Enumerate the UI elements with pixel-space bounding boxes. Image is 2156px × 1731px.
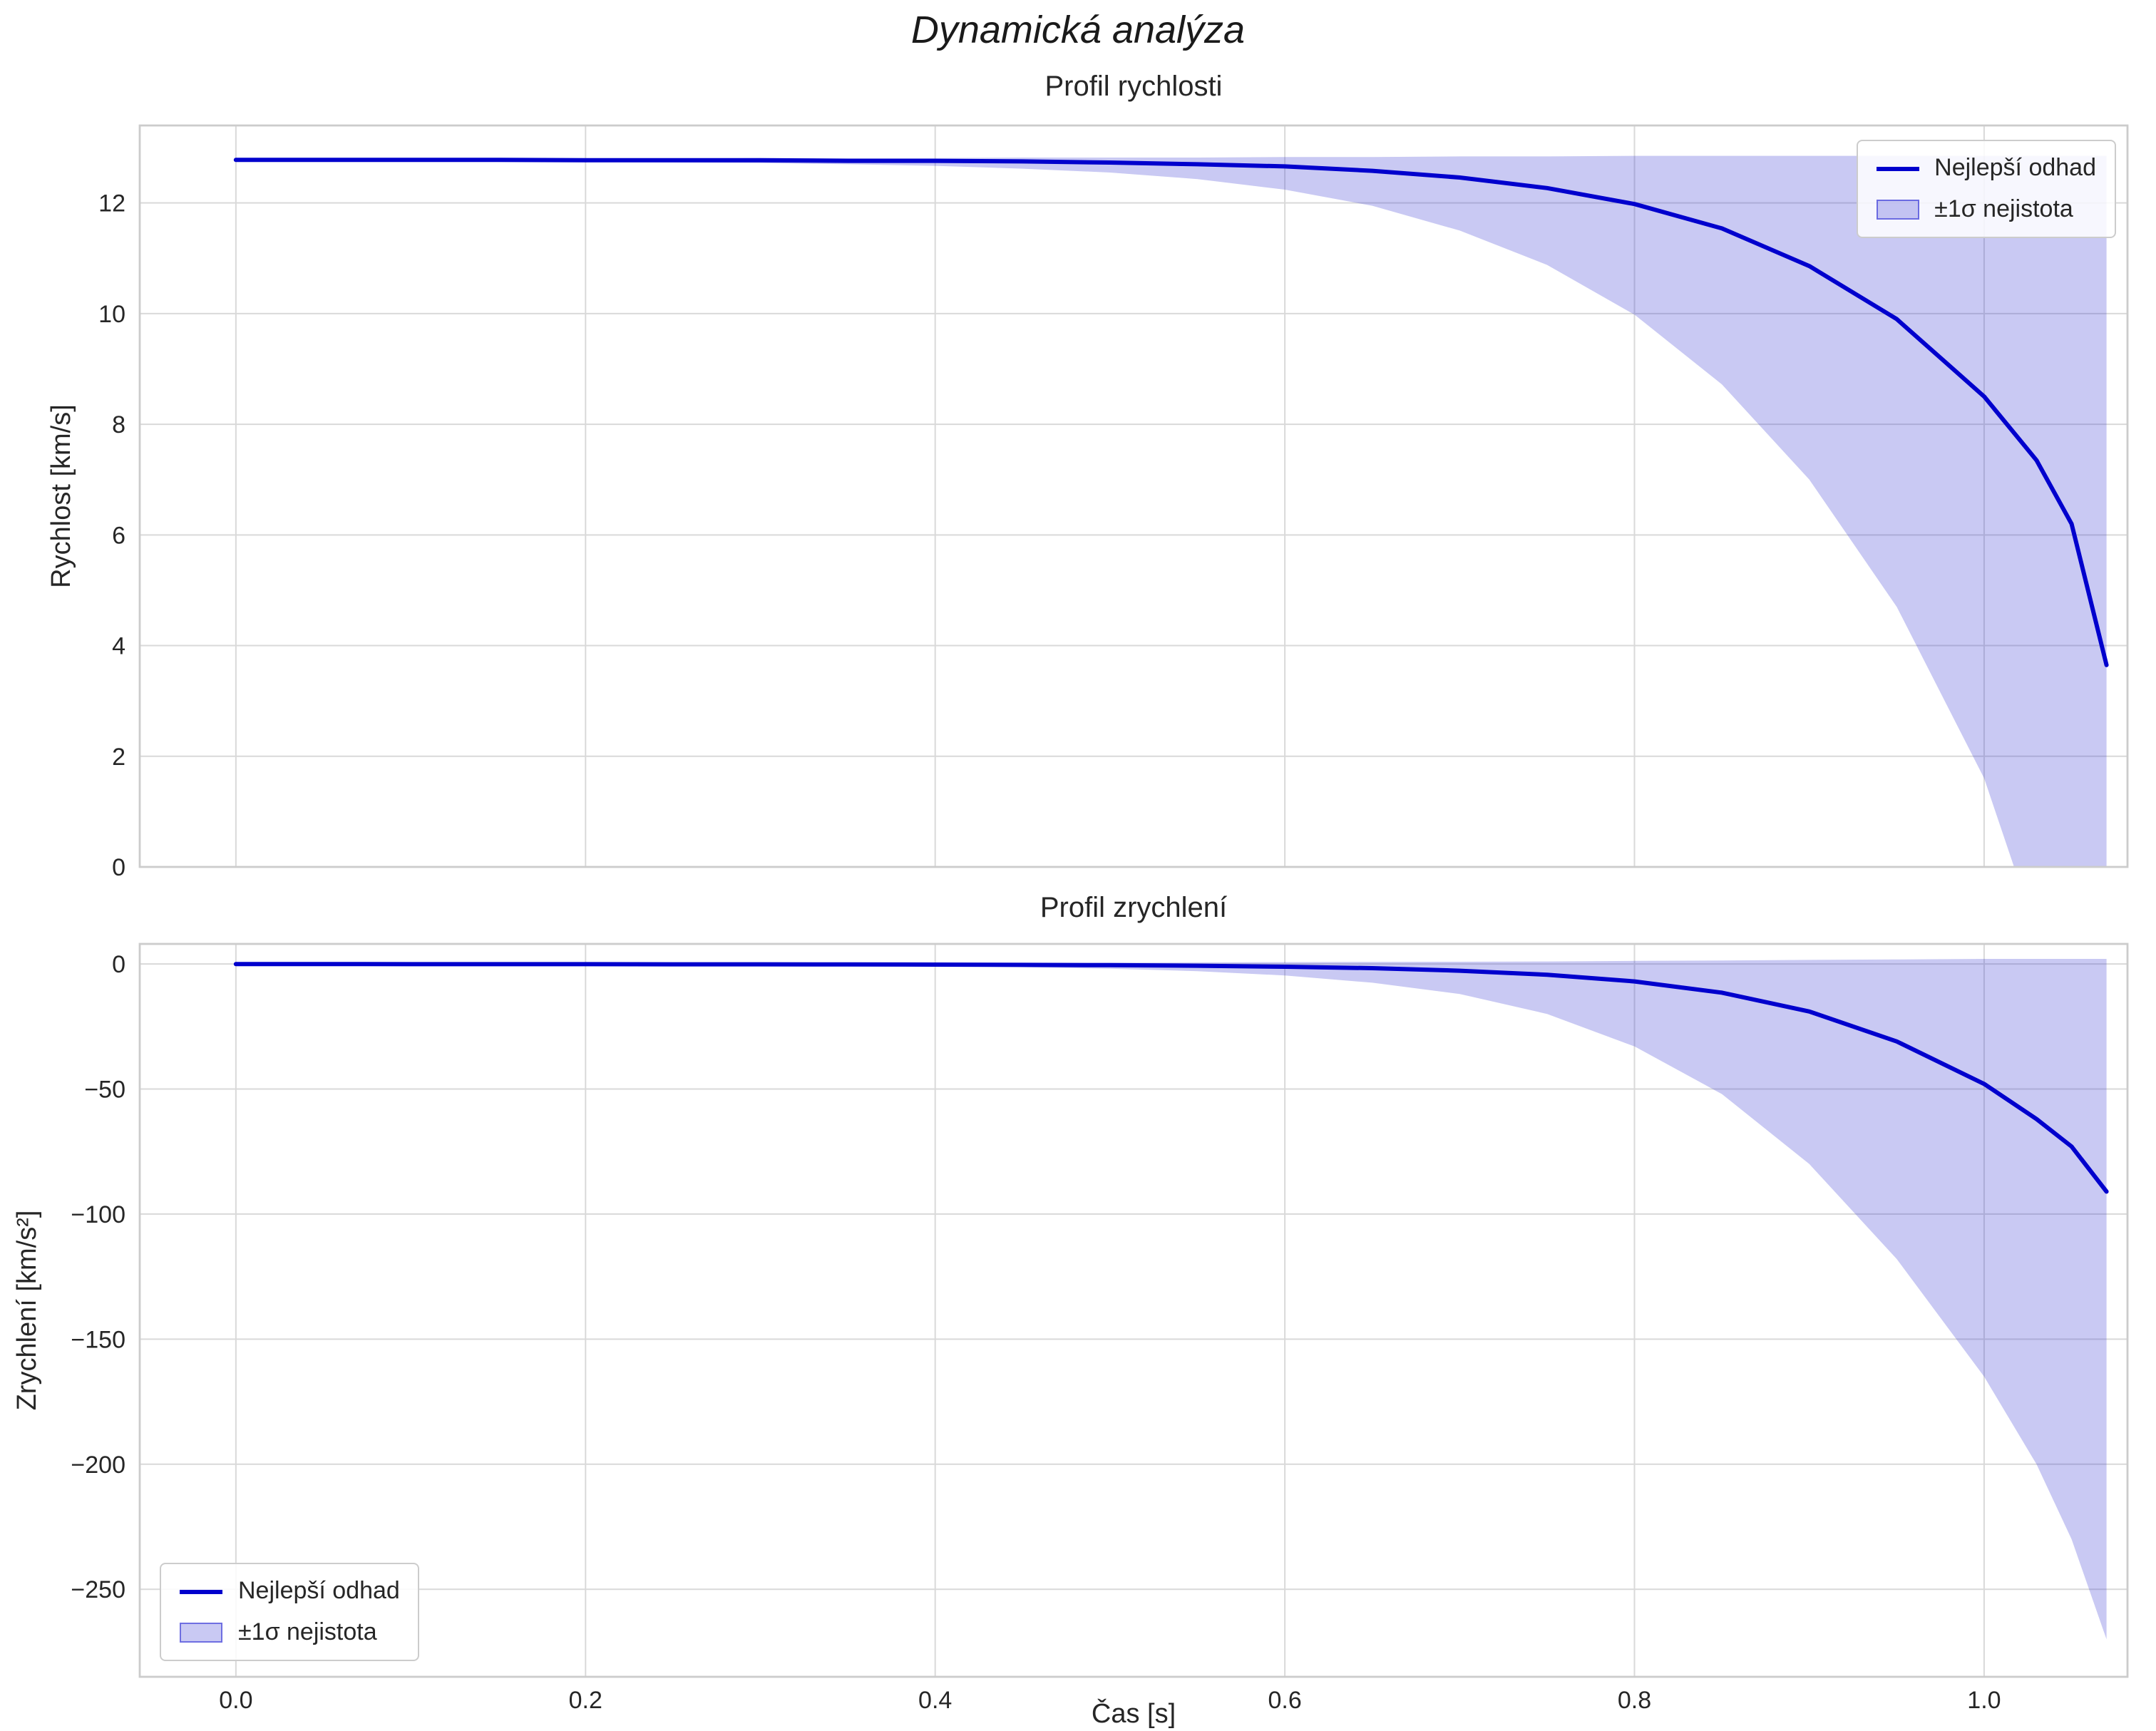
line-swatch-icon <box>180 1589 222 1593</box>
svg-text:12: 12 <box>98 190 125 217</box>
svg-text:8: 8 <box>112 411 125 438</box>
svg-text:−150: −150 <box>71 1326 125 1353</box>
band-swatch-icon <box>180 1623 222 1643</box>
legend-label: ±1σ nejistota <box>238 1618 377 1645</box>
svg-text:1.0: 1.0 <box>1967 1687 2001 1714</box>
legend-item-best-estimate: Nejlepší odhad <box>180 1577 400 1606</box>
band-swatch-icon <box>1876 200 1919 220</box>
legend-label: Nejlepší odhad <box>238 1577 400 1604</box>
legend-item-uncertainty: ±1σ nejistota <box>1876 195 2096 224</box>
legend-item-best-estimate: Nejlepší odhad <box>1876 154 2096 183</box>
svg-text:0.0: 0.0 <box>219 1687 252 1714</box>
svg-text:0.6: 0.6 <box>1268 1687 1301 1714</box>
line-swatch-icon <box>1876 166 1919 170</box>
svg-text:6: 6 <box>112 522 125 549</box>
legend-label: Nejlepší odhad <box>1934 154 2096 181</box>
svg-text:0.8: 0.8 <box>1618 1687 1651 1714</box>
svg-text:0: 0 <box>112 951 125 978</box>
svg-text:4: 4 <box>112 633 125 660</box>
legend-item-uncertainty: ±1σ nejistota <box>180 1618 400 1647</box>
velocity-legend: Nejlepší odhad ±1σ nejistota <box>1856 140 2116 238</box>
svg-text:0.2: 0.2 <box>569 1687 602 1714</box>
figure-title: Dynamická analýza <box>910 9 1246 51</box>
legend-label: ±1σ nejistota <box>1934 195 2073 222</box>
svg-text:−50: −50 <box>84 1076 125 1103</box>
svg-text:−250: −250 <box>71 1576 125 1603</box>
svg-text:10: 10 <box>98 301 125 328</box>
acceleration-plot-title: Profil zrychlení <box>1040 893 1228 924</box>
svg-text:2: 2 <box>112 744 125 771</box>
svg-text:−100: −100 <box>71 1201 125 1228</box>
svg-text:0.4: 0.4 <box>918 1687 952 1714</box>
svg-text:−200: −200 <box>71 1452 125 1479</box>
x-axis-label: Čas [s] <box>1091 1700 1176 1730</box>
velocity-plot-title: Profil rychlosti <box>1044 71 1223 103</box>
svg-text:0: 0 <box>112 854 125 881</box>
acceleration-legend: Nejlepší odhad ±1σ nejistota <box>160 1563 420 1661</box>
